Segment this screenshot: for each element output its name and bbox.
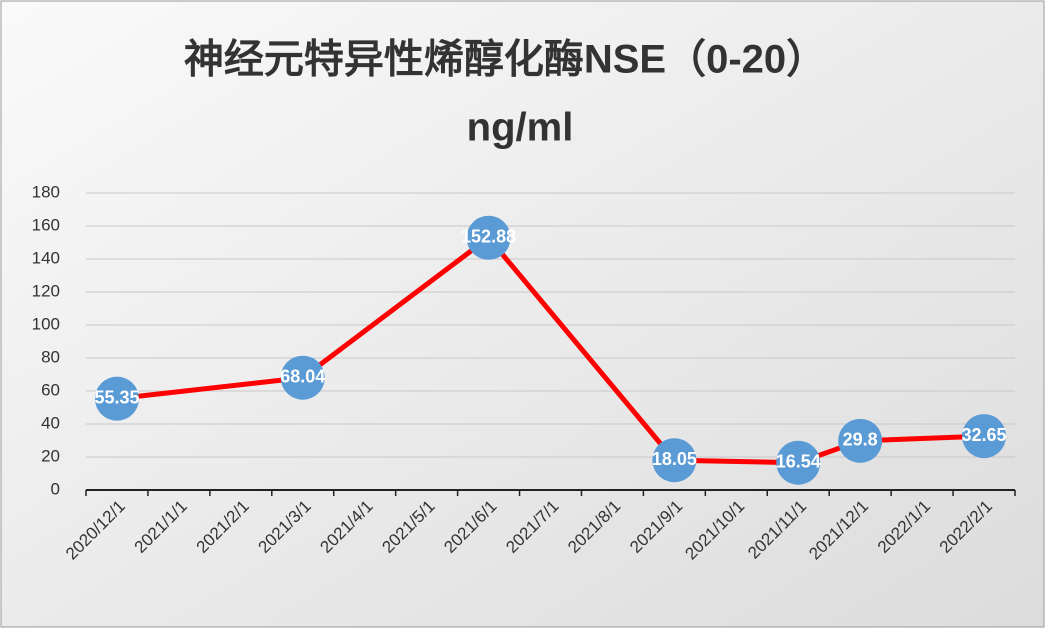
data-point <box>776 440 821 485</box>
y-tick-label: 40 <box>41 413 60 432</box>
data-label: 68.04 <box>280 366 325 386</box>
data-point <box>466 215 511 260</box>
chart-title: 神经元特异性烯醇化酶NSE（0-20） <box>184 38 826 82</box>
y-tick-label: 20 <box>41 446 60 465</box>
data-label: 152.88 <box>461 226 516 246</box>
data-label: 16.54 <box>776 451 821 471</box>
data-label: 32.65 <box>962 425 1007 445</box>
y-tick-label: 120 <box>32 281 60 300</box>
data-point <box>94 376 139 421</box>
chart-title: ng/ml <box>467 106 574 150</box>
y-tick-label: 80 <box>41 347 60 366</box>
y-tick-label: 0 <box>51 479 60 498</box>
data-point <box>962 414 1007 459</box>
data-point <box>652 438 697 483</box>
data-point <box>280 355 325 400</box>
y-tick-label: 180 <box>32 182 60 201</box>
data-label: 55.35 <box>94 387 139 407</box>
y-tick-label: 60 <box>41 380 60 399</box>
data-point <box>838 418 883 463</box>
data-label: 18.05 <box>652 449 697 469</box>
data-label: 29.8 <box>843 430 878 450</box>
y-tick-label: 100 <box>32 314 60 333</box>
y-tick-label: 160 <box>32 215 60 234</box>
y-tick-label: 140 <box>32 248 60 267</box>
